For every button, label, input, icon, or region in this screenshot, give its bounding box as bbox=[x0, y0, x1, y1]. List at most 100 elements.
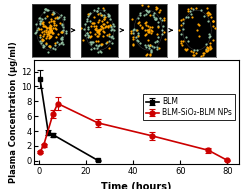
Legend: BLM, BLM-SiO₂-BLM NPs: BLM, BLM-SiO₂-BLM NPs bbox=[142, 94, 235, 120]
Point bbox=[179, 23, 183, 26]
Point bbox=[182, 22, 185, 25]
Point bbox=[142, 14, 146, 17]
Point bbox=[156, 36, 160, 39]
Point bbox=[44, 42, 48, 45]
Point bbox=[98, 29, 102, 32]
Point bbox=[46, 30, 50, 33]
Point bbox=[91, 21, 95, 24]
Point bbox=[54, 28, 58, 31]
Point bbox=[206, 46, 210, 49]
Point bbox=[189, 7, 193, 10]
Point bbox=[88, 11, 92, 14]
Point bbox=[85, 20, 89, 23]
Point bbox=[147, 46, 151, 49]
Point bbox=[41, 39, 45, 42]
Point bbox=[34, 22, 38, 25]
Point bbox=[43, 16, 47, 19]
Point bbox=[49, 30, 53, 33]
Point bbox=[61, 25, 64, 28]
Point bbox=[186, 16, 190, 19]
Point bbox=[48, 46, 52, 49]
Point bbox=[156, 24, 160, 27]
Point bbox=[149, 28, 153, 31]
Point bbox=[92, 21, 96, 24]
Point bbox=[85, 31, 89, 34]
Point bbox=[209, 15, 213, 19]
Point bbox=[45, 32, 49, 35]
Point bbox=[89, 34, 93, 37]
Point bbox=[99, 24, 103, 27]
Point bbox=[82, 27, 86, 30]
Point bbox=[101, 23, 105, 26]
Point bbox=[94, 44, 98, 47]
Point bbox=[48, 26, 51, 29]
Point bbox=[95, 30, 99, 33]
Point bbox=[90, 21, 94, 24]
Point bbox=[205, 10, 209, 13]
Point bbox=[177, 29, 181, 32]
Point bbox=[46, 9, 50, 12]
Point bbox=[162, 30, 166, 33]
Point bbox=[45, 26, 49, 29]
Point bbox=[144, 46, 148, 49]
Point bbox=[196, 23, 200, 26]
Point bbox=[136, 34, 140, 37]
Point bbox=[212, 19, 215, 22]
Point bbox=[207, 36, 211, 39]
Point bbox=[52, 21, 56, 24]
Point bbox=[189, 50, 193, 53]
Point bbox=[144, 8, 148, 11]
Point bbox=[132, 27, 136, 30]
Point bbox=[208, 34, 212, 37]
Point bbox=[194, 51, 198, 54]
Point bbox=[213, 26, 216, 29]
Point bbox=[146, 29, 150, 32]
Point bbox=[192, 54, 196, 57]
Point bbox=[131, 29, 135, 32]
Point bbox=[154, 47, 158, 50]
Point bbox=[38, 23, 42, 26]
Point bbox=[53, 43, 57, 46]
Point bbox=[94, 39, 98, 42]
Point bbox=[49, 20, 53, 23]
Point bbox=[60, 37, 63, 40]
Point bbox=[39, 41, 43, 44]
Point bbox=[208, 45, 212, 48]
Point bbox=[47, 34, 51, 37]
Point bbox=[50, 32, 54, 35]
Point bbox=[139, 41, 142, 44]
Point bbox=[50, 13, 54, 16]
Point bbox=[106, 12, 110, 15]
Point bbox=[105, 20, 109, 23]
Point bbox=[149, 48, 153, 51]
Point bbox=[181, 17, 185, 20]
Point bbox=[184, 48, 188, 51]
Point bbox=[146, 30, 150, 33]
Point bbox=[93, 32, 97, 35]
Point bbox=[147, 44, 151, 47]
Point bbox=[49, 29, 53, 32]
Point bbox=[204, 50, 208, 53]
Point bbox=[156, 20, 160, 23]
Point bbox=[42, 29, 46, 32]
Point bbox=[59, 30, 63, 33]
Point bbox=[94, 24, 98, 27]
Point bbox=[129, 29, 132, 32]
Point bbox=[34, 31, 38, 34]
Point bbox=[131, 32, 135, 35]
Point bbox=[163, 17, 166, 20]
Point bbox=[85, 32, 89, 35]
Point bbox=[88, 31, 92, 34]
Point bbox=[206, 14, 210, 17]
Point bbox=[148, 26, 152, 29]
Point bbox=[40, 37, 43, 40]
Point bbox=[89, 48, 93, 51]
Point bbox=[205, 7, 209, 10]
Point bbox=[131, 43, 135, 46]
Point bbox=[59, 13, 63, 16]
Point bbox=[136, 21, 140, 24]
Point bbox=[102, 31, 106, 34]
Point bbox=[48, 45, 52, 48]
Point bbox=[41, 44, 45, 47]
Point bbox=[56, 32, 60, 35]
